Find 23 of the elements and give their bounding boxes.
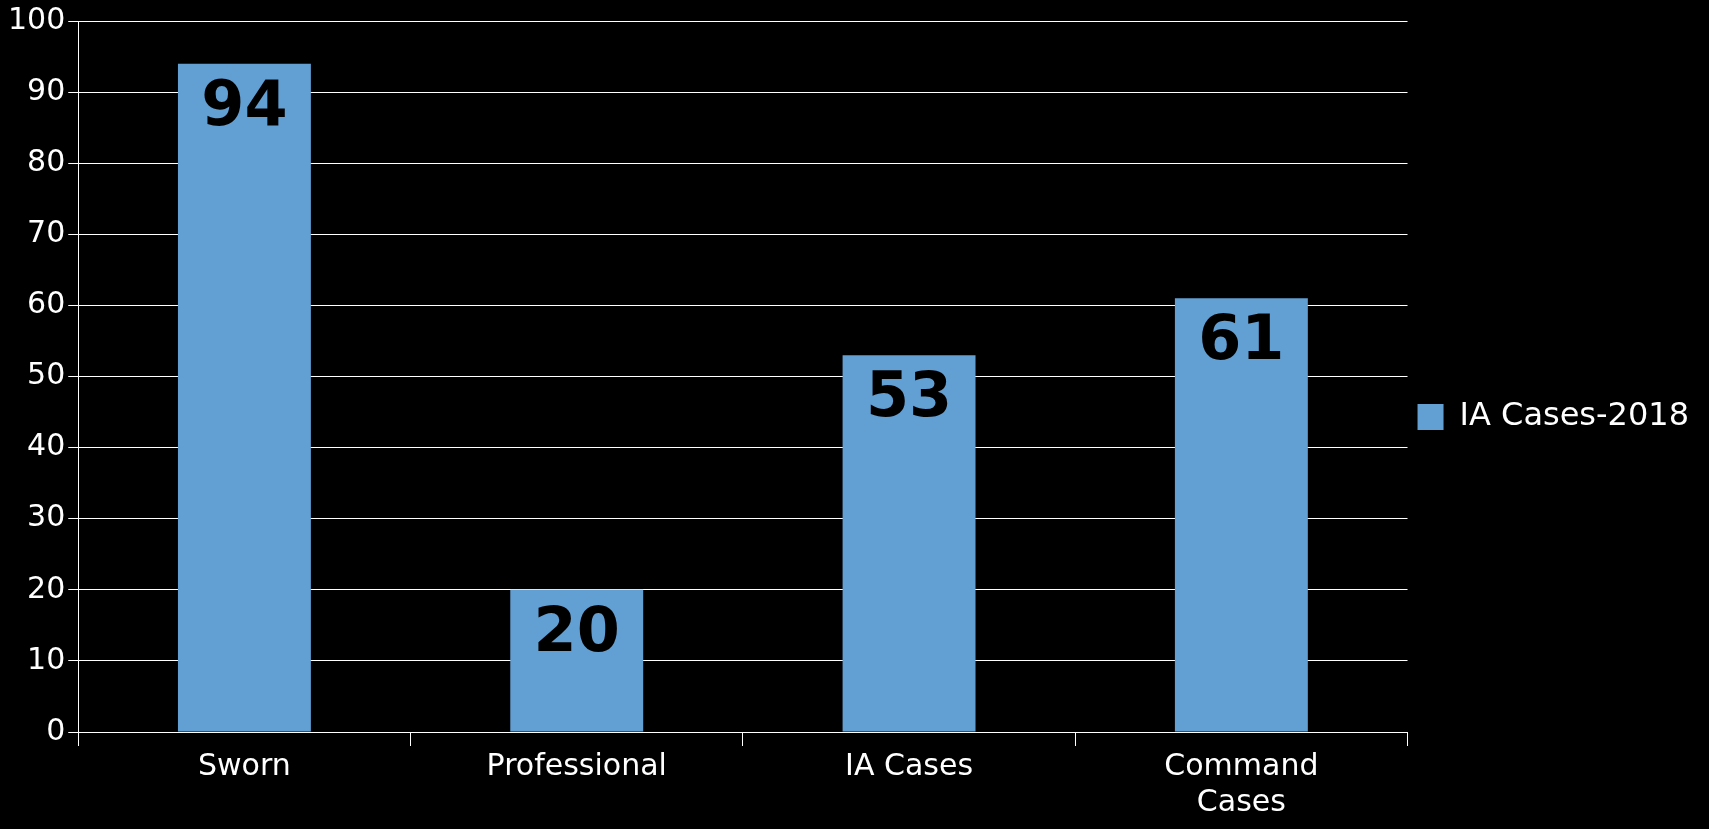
data-label: 94: [201, 66, 288, 140]
x-tick-label: Command Cases: [1164, 746, 1319, 818]
y-tick-label: 50: [27, 356, 66, 392]
x-tick-label: Professional: [486, 746, 667, 782]
y-tick-label: 30: [27, 498, 66, 534]
bar: [177, 63, 311, 732]
y-tick-label: 60: [27, 285, 66, 321]
data-label: 53: [865, 358, 953, 432]
y-tick-label: 20: [27, 569, 66, 605]
y-tick-label: 40: [27, 427, 66, 463]
data-label: 61: [1198, 301, 1285, 375]
y-tick-label: 70: [27, 214, 66, 250]
y-tick-label: 0: [46, 711, 66, 747]
y-tick-label: 10: [27, 640, 66, 676]
y-tick-label: 90: [27, 71, 66, 107]
x-tick-label: IA Cases: [845, 746, 974, 782]
bar: [1174, 298, 1308, 732]
y-tick-label: 100: [8, 0, 66, 36]
data-label: 20: [533, 592, 620, 666]
bar: [842, 355, 976, 732]
y-tick-label: 80: [27, 143, 66, 178]
x-tick-label: Sworn: [198, 746, 291, 782]
legend-label: IA Cases-2018: [1459, 395, 1689, 434]
